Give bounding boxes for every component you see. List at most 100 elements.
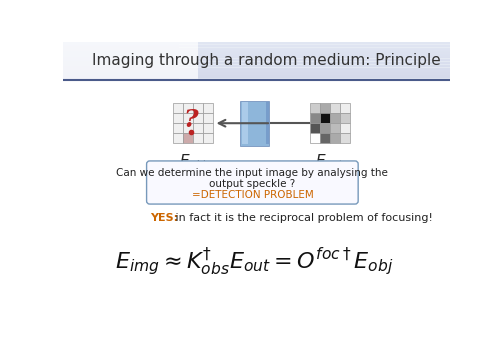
Bar	[340, 133, 350, 143]
Bar	[182, 113, 192, 123]
Text: Can we determine the input image by analysing the: Can we determine the input image by anal…	[116, 168, 388, 178]
Bar	[62, 74, 450, 75]
Bar	[172, 103, 182, 113]
Bar	[62, 52, 198, 53]
Bar	[340, 113, 350, 123]
Text: output speckle ?: output speckle ?	[209, 179, 296, 189]
Bar	[62, 59, 450, 60]
Bar	[62, 46, 198, 47]
Bar	[62, 53, 450, 54]
Bar	[62, 55, 198, 56]
Bar	[182, 123, 192, 133]
Bar	[310, 133, 320, 143]
Bar	[62, 53, 198, 54]
Text: =DETECTION PROBLEM: =DETECTION PROBLEM	[192, 190, 313, 200]
Bar	[62, 78, 450, 79]
Bar	[62, 68, 450, 69]
Text: ?: ?	[184, 108, 198, 132]
Bar	[62, 64, 450, 65]
Bar	[62, 66, 198, 67]
Bar	[62, 60, 198, 61]
Bar	[62, 73, 198, 74]
Bar	[62, 47, 198, 48]
Bar	[62, 72, 198, 73]
Bar	[330, 133, 340, 143]
Bar	[62, 69, 450, 70]
Bar	[62, 49, 450, 50]
Bar	[62, 76, 450, 77]
Text: $E_{out}$: $E_{out}$	[315, 152, 344, 171]
Bar	[62, 47, 450, 48]
Text: $E_{img} \approx K_{obs}^{\dagger} E_{out} = O^{foc\dagger} E_{obj}$: $E_{img} \approx K_{obs}^{\dagger} E_{ou…	[116, 245, 394, 278]
Bar	[240, 101, 270, 145]
Bar	[62, 63, 450, 64]
Bar	[62, 63, 198, 64]
Bar	[62, 73, 450, 74]
Bar	[62, 58, 450, 59]
Bar	[62, 61, 198, 62]
Bar	[330, 123, 340, 133]
Bar	[330, 103, 340, 113]
Bar	[203, 123, 213, 133]
Bar	[310, 103, 320, 113]
Bar	[62, 42, 198, 43]
Bar	[192, 103, 203, 113]
Bar	[62, 48, 198, 49]
Bar	[62, 64, 198, 65]
Bar	[62, 49, 198, 50]
Bar	[320, 123, 330, 133]
Bar	[62, 70, 198, 71]
Bar	[62, 42, 450, 43]
Bar	[340, 123, 350, 133]
Bar	[266, 102, 268, 144]
Bar	[62, 75, 450, 76]
Bar	[192, 133, 203, 143]
Bar	[62, 45, 450, 46]
Bar	[62, 68, 198, 69]
Bar	[62, 52, 450, 53]
Bar	[310, 113, 320, 123]
Bar	[62, 66, 450, 67]
Bar	[62, 46, 450, 47]
Bar	[62, 78, 198, 79]
Bar	[62, 71, 198, 72]
Bar	[62, 48, 450, 49]
Bar	[62, 43, 198, 44]
Bar	[320, 113, 330, 123]
Bar	[62, 51, 198, 52]
Bar	[192, 123, 203, 133]
Bar	[62, 74, 198, 75]
Bar	[172, 133, 182, 143]
FancyBboxPatch shape	[146, 161, 358, 204]
Bar	[62, 62, 198, 63]
Text: Imaging through a random medium: Principle: Imaging through a random medium: Princip…	[92, 53, 441, 68]
Bar	[320, 103, 330, 113]
Bar	[62, 44, 450, 45]
Bar	[203, 103, 213, 113]
Bar	[182, 133, 192, 143]
Bar	[62, 67, 450, 68]
Bar	[330, 113, 340, 123]
Bar	[62, 56, 198, 57]
Bar	[62, 50, 450, 51]
Bar	[62, 61, 450, 62]
Bar	[62, 59, 198, 60]
Bar	[62, 44, 198, 45]
Bar	[62, 43, 450, 44]
Bar	[310, 123, 320, 133]
Bar	[62, 77, 450, 78]
Bar	[62, 55, 450, 56]
Bar	[62, 70, 450, 71]
Bar	[62, 54, 198, 55]
Bar	[62, 54, 450, 55]
Bar	[62, 51, 450, 52]
Text: in fact it is the reciprocal problem of focusing!: in fact it is the reciprocal problem of …	[172, 213, 432, 223]
Bar	[62, 65, 198, 66]
Bar	[62, 45, 198, 46]
Bar	[62, 69, 198, 70]
Bar	[62, 76, 198, 77]
Bar	[62, 72, 450, 73]
Bar	[62, 67, 198, 68]
Bar	[62, 57, 450, 58]
Bar	[62, 57, 198, 58]
